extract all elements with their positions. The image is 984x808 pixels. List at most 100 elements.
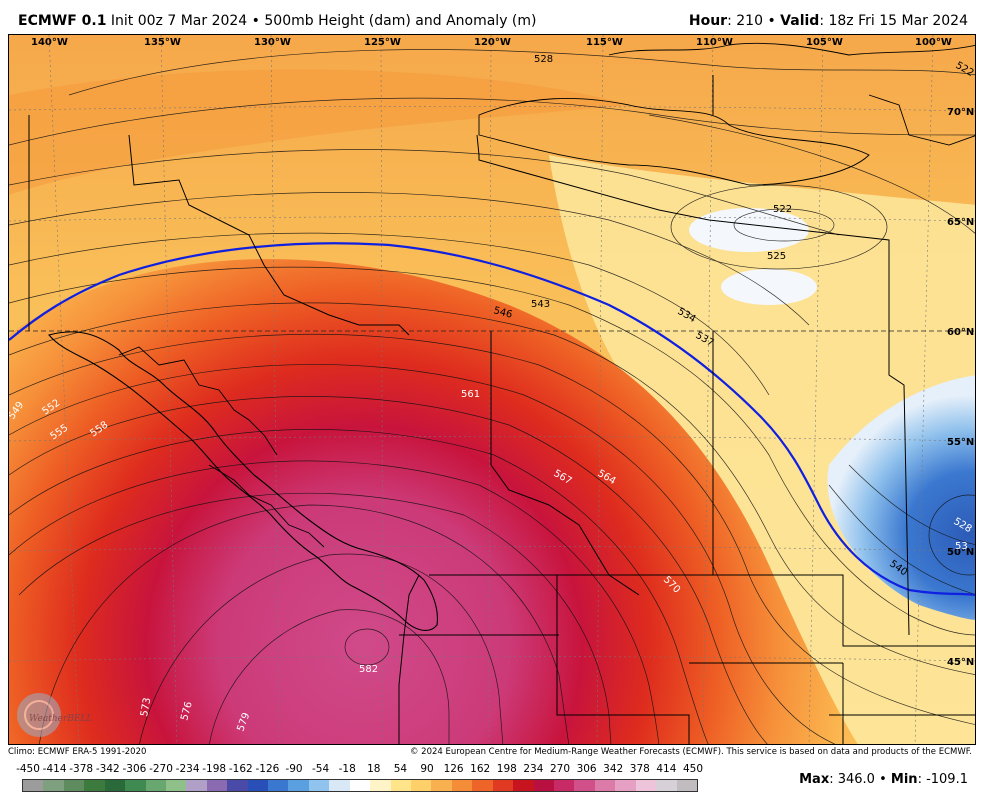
colorbar-swatch (390, 780, 412, 791)
colorbar-swatch (186, 780, 207, 791)
lon-label-135w: 135°W (144, 37, 181, 48)
colorbar-swatch (206, 780, 228, 791)
colorbar-swatch (656, 780, 677, 791)
colorbar-label: 54 (393, 763, 408, 775)
valid-label: Valid (780, 13, 820, 29)
colorbar-swatch (553, 780, 575, 791)
watermark-text: WeatherBELL (29, 714, 92, 724)
colorbar-swatch (472, 780, 493, 791)
colorbar-swatch (104, 780, 126, 791)
colorbar-swatch (349, 780, 371, 791)
colorbar-label: -306 (122, 763, 147, 775)
colorbar-swatch (125, 780, 146, 791)
arctic-island (478, 98, 870, 186)
colorbar-label: 414 (656, 763, 677, 775)
colorbar-label: 90 (420, 763, 434, 775)
colorbar-swatch (615, 780, 636, 791)
map-svg: 140°W 135°W 130°W 125°W 120°W 115°W 110°… (9, 35, 975, 744)
colorbar-label: 234 (523, 763, 544, 775)
colorbar-swatch (247, 780, 269, 791)
contour-label-522: 522 (773, 204, 792, 215)
colorbar-swatch (431, 780, 452, 791)
colorbar-swatch (594, 780, 616, 791)
lon-label-130w: 130°W (254, 37, 291, 48)
bc-coastline (48, 331, 438, 631)
contour-label-525: 525 (767, 251, 786, 262)
colorbar-swatch (533, 780, 554, 791)
max-min-stats: Max: 346.0 • Min: -109.1 (799, 772, 968, 787)
lat-label-60n: 60°N (947, 327, 974, 338)
pale-anomaly-region (549, 155, 975, 744)
contour-label-573: 573 (139, 697, 153, 718)
hudson-coast (868, 94, 975, 146)
colorbar-swatch (268, 780, 289, 791)
bullet: • (251, 13, 265, 29)
min-label: Min (890, 772, 918, 787)
colorbar-label: -54 (312, 763, 330, 775)
colorbar-label: -234 (175, 763, 200, 775)
copyright-credit: © 2024 European Centre for Medium-Range … (409, 747, 972, 757)
trough-anomaly (827, 375, 975, 620)
contour-label-543: 543 (531, 299, 550, 310)
model-name: ECMWF 0.1 (18, 13, 107, 29)
contour-540 (9, 242, 975, 596)
map-panel[interactable]: 140°W 135°W 130°W 125°W 120°W 115°W 110°… (8, 34, 976, 745)
header: ECMWF 0.1 Init 00z 7 Mar 2024 • 500mb He… (0, 0, 984, 34)
product-name: 500mb Height (dam) and Anomaly (m) (264, 13, 537, 29)
colorbar-labels: -450 -414 -378 -342 -306 -270 -234 -198 -162 -126… (8, 763, 708, 777)
north-band (9, 69, 629, 195)
contour-label-528: 528 (534, 54, 553, 65)
colorbar-swatch (43, 780, 64, 791)
colorbar-label: -90 (285, 763, 303, 775)
lon-label-115w: 115°W (586, 37, 623, 48)
colorbar-label: 342 (603, 763, 624, 775)
colorbar-label: -414 (42, 763, 67, 775)
colorbar-swatch (635, 780, 657, 791)
contour-label-576: 576 (179, 700, 195, 721)
height-contours (9, 49, 975, 744)
lat-label-50n: 50°N (947, 547, 974, 558)
colorbar-swatch (513, 780, 534, 791)
hour-value: 210 (736, 13, 763, 29)
ridge-anomaly (9, 259, 858, 744)
colorbar-swatch (84, 780, 105, 791)
colorbar-label: 378 (629, 763, 650, 775)
colorbar-swatch (308, 780, 330, 791)
colorbar-label: -450 (16, 763, 40, 775)
valid-value: 18z Fri 15 Mar 2024 (828, 13, 968, 29)
weatherbell-logo: WeatherBELL (17, 693, 92, 737)
arctic-coast (608, 42, 975, 56)
colorbar-label: 306 (576, 763, 597, 775)
lat-label-65n: 65°N (947, 217, 974, 228)
lon-label-110w: 110°W (696, 37, 733, 48)
colorbar-label: -18 (338, 763, 356, 775)
colorbar-label: -198 (202, 763, 227, 775)
colorbar-label: 450 (682, 763, 704, 775)
valid-info: Hour: 210 • Valid: 18z Fri 15 Mar 2024 (688, 13, 968, 29)
lon-label-120w: 120°W (474, 37, 511, 48)
coast-detail-1 (118, 346, 278, 456)
low-patch-2 (721, 269, 817, 305)
colorbar-label: -378 (69, 763, 94, 775)
init-time: Init 00z 7 Mar 2024 (110, 13, 248, 29)
title: ECMWF 0.1 Init 00z 7 Mar 2024 • 500mb He… (18, 13, 537, 29)
max-value: 346.0 (837, 772, 875, 787)
colorbar-swatch (145, 780, 166, 791)
contour-label-561: 561 (461, 389, 480, 400)
colorbar-swatch (329, 780, 350, 791)
lon-label-105w: 105°W (806, 37, 843, 48)
min-value: -109.1 (926, 772, 968, 787)
lat-label-45n: 45°N (947, 657, 974, 668)
hour-label: Hour (688, 13, 728, 29)
colorbar-swatch (63, 780, 85, 791)
contour-label-582: 582 (359, 664, 378, 675)
contour-label-546: 546 (492, 305, 513, 321)
lat-label-55n: 55°N (947, 437, 974, 448)
coast-detail-2 (208, 464, 325, 548)
colorbar-label: -342 (95, 763, 120, 775)
colorbar-label: 198 (496, 763, 517, 775)
credits: Climo: ECMWF ERA-5 1991-2020 © 2024 Euro… (8, 746, 976, 758)
colorbar-label: 162 (470, 763, 491, 775)
lon-label-140w: 140°W (31, 37, 68, 48)
lon-label-100w: 100°W (915, 37, 952, 48)
